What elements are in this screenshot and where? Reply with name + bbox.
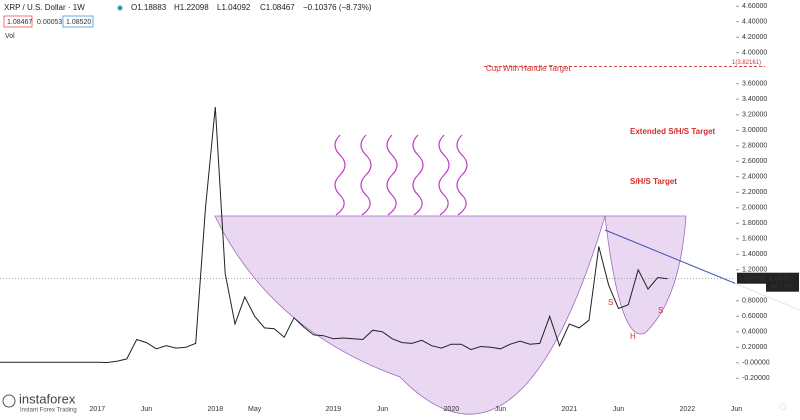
annotation: Cup With Handle Target	[486, 64, 572, 73]
status-dot	[117, 5, 123, 11]
y-tick-label: 4.60000	[742, 3, 767, 10]
logo-icon	[1, 393, 17, 409]
y-tick-label: 3.60000	[742, 81, 767, 88]
low: L1.04092	[217, 3, 251, 12]
y-tick-label: 3.20000	[742, 112, 767, 119]
y-tick-label: 3.00000	[742, 127, 767, 134]
annotation: Extended S/H/S Target	[630, 127, 716, 136]
close: C1.08467	[260, 3, 295, 12]
annotation: S	[608, 298, 613, 307]
y-tick-label: 1.40000	[742, 251, 767, 258]
logo-name: instaforex	[19, 391, 76, 406]
change: −0.10376 (−8.73%)	[303, 3, 372, 12]
high: H1.22098	[174, 3, 209, 12]
cup-shape	[214, 215, 606, 415]
x-tick-label: 2019	[326, 406, 342, 413]
y-tick-label: -0.00000	[742, 360, 770, 367]
y-tick-label: 0.80000	[742, 298, 767, 305]
price-tag	[766, 272, 799, 292]
buy[interactable]: 1.08520	[66, 19, 91, 26]
y-tick-label: 0.60000	[742, 313, 767, 320]
symbol-tag-text: XRPUSD	[739, 276, 768, 283]
annotation: S/H/S Target	[630, 177, 677, 186]
y-tick-label: 2.60000	[742, 158, 767, 165]
target-label: 1(3.82161)	[732, 60, 761, 66]
y-tick-label: 2.40000	[742, 174, 767, 181]
y-tick-label: 2.00000	[742, 205, 767, 212]
x-tick-label: 2021	[562, 406, 578, 413]
x-tick-label: 2017	[90, 406, 106, 413]
x-tick-label: Jun	[377, 406, 388, 413]
annotation: S	[658, 306, 663, 315]
symbol: XRP / U.S. Dollar · 1W	[4, 3, 85, 12]
logo-icon	[2, 394, 16, 408]
y-tick-label: 1.80000	[742, 220, 767, 227]
y-tick-label: -0.20000	[742, 375, 770, 382]
y-tick-label: 2.80000	[742, 143, 767, 150]
y-tick-label: 1.20000	[742, 267, 767, 274]
price-line-series	[0, 106, 668, 364]
handle-shape	[604, 215, 687, 335]
open: O1.18883	[131, 3, 167, 12]
x-tick-label: Jun	[495, 406, 506, 413]
symbol-tag	[737, 272, 766, 284]
x-tick-label: 2018	[208, 406, 224, 413]
y-tick-label: 4.00000	[742, 50, 767, 57]
x-tick-label: Jun	[141, 406, 152, 413]
x-tick-label: Jun	[731, 406, 742, 413]
x-tick-label: Jun	[613, 406, 624, 413]
spread: 0.00053	[37, 19, 62, 26]
annotation: H	[630, 332, 636, 341]
sell[interactable]: 1.08467	[7, 19, 32, 26]
countdown: 4d 19h	[770, 284, 792, 291]
volume: Vol	[5, 33, 15, 40]
y-tick-label: 4.40000	[742, 19, 767, 26]
buy-box[interactable]	[62, 15, 94, 28]
price-axis	[735, 0, 800, 415]
y-tick-label: 2.20000	[742, 189, 767, 196]
steam-lines	[334, 134, 468, 216]
x-tick-label: 2020	[444, 406, 460, 413]
logo-tagline: Instant Forex Trading	[20, 408, 77, 414]
y-tick-label: 3.40000	[742, 96, 767, 103]
sell-box[interactable]	[3, 15, 33, 28]
price-tag-text: 1.08467	[769, 276, 794, 283]
y-tick-label: 0.20000	[742, 344, 767, 351]
x-tick-label: 2022	[680, 406, 696, 413]
y-tick-label: 4.20000	[742, 34, 767, 41]
y-tick-label: 1.60000	[742, 236, 767, 243]
y-tick-label: 0.40000	[742, 329, 767, 336]
x-tick-label: May	[248, 406, 262, 413]
